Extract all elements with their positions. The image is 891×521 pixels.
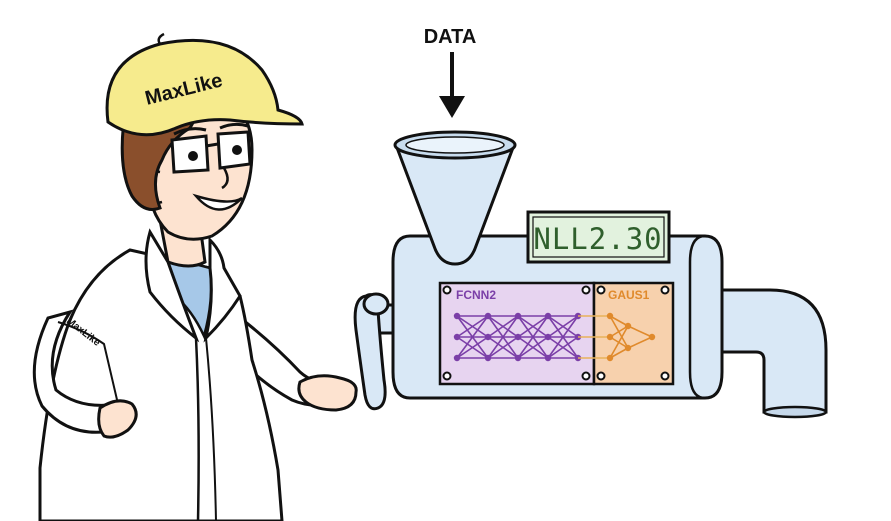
gauss-node [648,333,656,341]
nn-edge [547,315,579,359]
nn-node [453,333,461,341]
gauss-edge [627,336,653,349]
data-label: DATA [424,26,477,48]
gauss-node [606,354,614,362]
smile [192,193,243,211]
nn-node [514,333,522,341]
screw-icon [660,371,670,381]
nn-edge [487,336,519,359]
nll-display [526,210,671,264]
nn-node [484,312,492,320]
nn-edge [517,315,549,359]
gauss-edge [609,325,629,338]
down-arrow-icon [439,52,465,118]
screw-icon [660,285,670,295]
screw-icon [442,285,452,295]
hand [297,374,358,412]
nn-edge [547,315,579,338]
screw-icon [581,371,591,381]
gauss-node [606,333,614,341]
nll-display-value: NLL2.30 [533,222,662,256]
nn-node [514,354,522,362]
gauss-edge [627,325,653,338]
screw-icon [596,371,606,381]
machine: NLL2.30 FCNN2 GAUS1 [353,130,828,419]
nn-edge [517,336,549,359]
nn-node [453,354,461,362]
nn-node [544,333,552,341]
nn-edge [487,315,519,338]
fcnn-panel-label: FCNN2 [456,288,496,302]
screw-icon [596,285,606,295]
nn-node [484,333,492,341]
gauss-edge [609,347,629,359]
gaus-panel-label: GAUS1 [608,288,650,302]
nn-node [514,312,522,320]
fcnn-panel [438,281,596,386]
gaussian-head-graph [578,312,656,362]
gauss-edge [609,325,629,359]
nn-edge [456,315,489,338]
gauss-node [624,322,632,330]
nn-edge [547,336,579,359]
gaus-panel [592,281,675,386]
nn-node [544,354,552,362]
nn-edge [456,336,489,359]
glasses [170,130,252,174]
hopper [393,143,517,266]
nn-edge [487,315,519,359]
nn-node [544,312,552,320]
scientist-character: MaxLike MaxLike [32,32,358,521]
nn-edge [517,315,549,338]
neural-network-graph [453,312,582,362]
outlet-pipe [706,288,828,414]
nn-edge [456,315,489,359]
screw-icon [442,371,452,381]
nn-node [484,354,492,362]
screw-icon [581,285,591,295]
gauss-node [624,344,632,352]
panel-screws [442,285,670,381]
gauss-node [606,312,614,320]
gauss-edge [609,315,629,327]
nn-node [453,312,461,320]
